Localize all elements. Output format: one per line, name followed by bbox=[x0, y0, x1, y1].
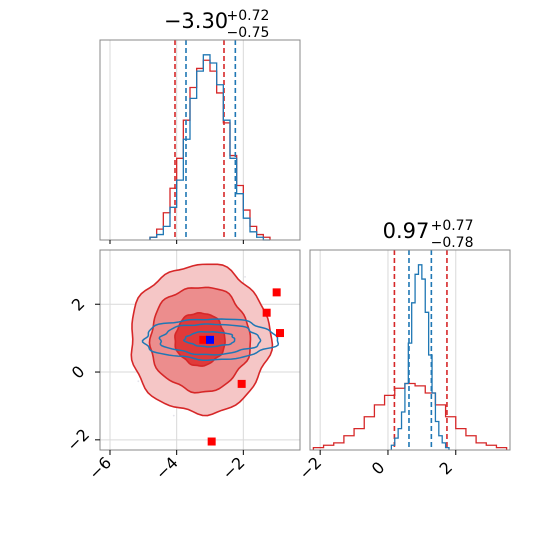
axes-frame bbox=[309, 249, 511, 451]
contour-level-blue bbox=[158, 323, 262, 356]
title-lower-error: −0.75 bbox=[227, 25, 270, 41]
axes-frame bbox=[99, 39, 301, 241]
sample-point bbox=[244, 276, 246, 278]
title-lower-error: −0.78 bbox=[431, 235, 474, 251]
panel-title: 0.97 bbox=[383, 219, 430, 243]
sample-marker bbox=[207, 437, 216, 446]
title-value: 0.97 bbox=[383, 219, 430, 243]
sample-point bbox=[137, 380, 140, 383]
sample-marker bbox=[237, 379, 246, 388]
histogram-series-2 bbox=[390, 264, 450, 450]
contour-level-blue bbox=[182, 330, 236, 348]
title-upper-error: +0.72 bbox=[227, 8, 270, 24]
axes-frame bbox=[99, 249, 301, 451]
sample-marker bbox=[262, 308, 271, 317]
sample-point bbox=[172, 414, 175, 417]
histogram-series-1 bbox=[312, 382, 508, 450]
truth-marker bbox=[206, 335, 214, 344]
contour-area bbox=[100, 250, 300, 450]
histogram-series-2 bbox=[149, 54, 270, 241]
sample-marker bbox=[199, 335, 208, 344]
title-upper-error: +0.77 bbox=[431, 218, 474, 234]
sample-marker bbox=[272, 288, 281, 297]
sample-marker bbox=[276, 329, 284, 338]
panel-title: −3.30 bbox=[164, 9, 228, 33]
histogram-panel-x: −3.30+0.72−0.75 bbox=[99, 8, 301, 244]
contour-level-blue bbox=[141, 318, 280, 362]
title-value: −3.30 bbox=[164, 9, 228, 33]
